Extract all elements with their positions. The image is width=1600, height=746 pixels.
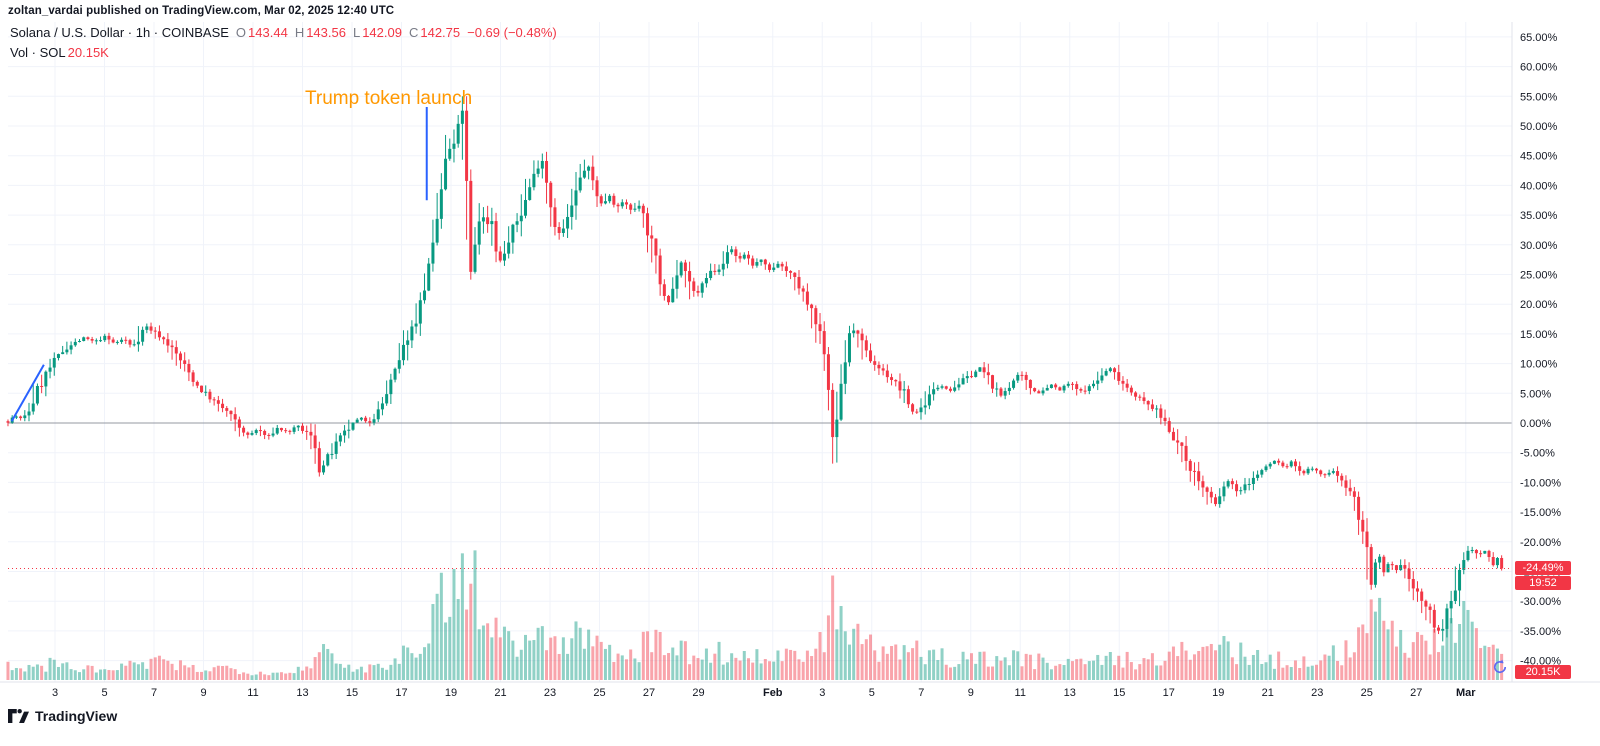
svg-text:21: 21 [494, 687, 506, 699]
svg-text:27: 27 [643, 687, 655, 699]
svg-text:29: 29 [692, 687, 704, 699]
tradingview-logo-icon[interactable] [8, 709, 29, 723]
svg-text:-30.00%: -30.00% [1520, 596, 1561, 608]
svg-text:60.00%: 60.00% [1520, 62, 1558, 74]
svg-text:30.00%: 30.00% [1520, 240, 1558, 252]
change-value: −0.69 (−0.48%) [467, 25, 557, 40]
svg-text:11: 11 [247, 687, 258, 699]
svg-text:11: 11 [1015, 687, 1026, 699]
ohlc-close-value: 142.75 [420, 25, 461, 40]
svg-text:Mar: Mar [1456, 687, 1476, 699]
svg-text:7: 7 [151, 687, 157, 699]
svg-text:19: 19 [445, 687, 457, 699]
svg-text:40.00%: 40.00% [1520, 180, 1558, 192]
ohlc-close-label: C [408, 25, 419, 40]
footer: TradingView [8, 708, 117, 724]
svg-text:17: 17 [1163, 687, 1175, 699]
ohlc-open-label: O [235, 25, 247, 40]
svg-text:35.00%: 35.00% [1520, 210, 1558, 222]
svg-text:19: 19 [1212, 687, 1224, 699]
svg-text:15: 15 [346, 687, 358, 699]
svg-text:-10.00%: -10.00% [1520, 477, 1561, 489]
svg-text:23: 23 [544, 687, 556, 699]
chart-legend: Solana / U.S. Dollar · 1h · COINBASE O 143… [10, 25, 557, 60]
symbol-row: Solana / U.S. Dollar · 1h · COINBASE O 143… [10, 25, 557, 40]
annotation-text[interactable]: Trump token launch [305, 88, 472, 109]
attribution-text: zoltan_vardai published on TradingView.c… [8, 5, 395, 17]
volume-study-value: 20.15K [67, 45, 109, 60]
volume-bars [6, 550, 1504, 680]
svg-text:-5.00%: -5.00% [1520, 448, 1555, 460]
svg-text:15: 15 [1113, 687, 1125, 699]
svg-text:50.00%: 50.00% [1520, 121, 1558, 133]
volume-study-label[interactable]: Vol · SOL [10, 45, 66, 60]
svg-text:-35.00%: -35.00% [1520, 626, 1561, 638]
svg-text:17: 17 [395, 687, 407, 699]
svg-text:20.00%: 20.00% [1520, 299, 1558, 311]
brand-name[interactable]: TradingView [35, 708, 118, 724]
svg-text:55.00%: 55.00% [1520, 91, 1558, 103]
candlestick-chart[interactable]: Trump token launch65.00%60.00%55.00%50.0… [0, 0, 1600, 704]
svg-text:13: 13 [1064, 687, 1076, 699]
svg-text:9: 9 [968, 687, 974, 699]
ohlc-open-value: 143.44 [248, 25, 288, 40]
svg-text:3: 3 [819, 687, 825, 699]
symbol-title[interactable]: Solana / U.S. Dollar · 1h · COINBASE [10, 25, 229, 40]
svg-text:5: 5 [101, 687, 107, 699]
svg-text:27: 27 [1410, 687, 1422, 699]
svg-text:-20.00%: -20.00% [1520, 537, 1561, 549]
svg-text:25.00%: 25.00% [1520, 270, 1558, 282]
svg-text:-15.00%: -15.00% [1520, 507, 1561, 519]
ohlc-high-label: H [294, 25, 305, 40]
bar-countdown-badge: 19:52 [1515, 576, 1571, 590]
svg-text:25: 25 [1361, 687, 1373, 699]
svg-text:3: 3 [52, 687, 58, 699]
candles [6, 96, 1504, 642]
svg-text:9: 9 [200, 687, 206, 699]
svg-text:7: 7 [918, 687, 924, 699]
loop-arrow-icon[interactable] [1491, 658, 1509, 676]
ohlc-low-label: L [352, 25, 361, 40]
price-scale-labels[interactable]: 65.00% 60.00% 55.00% 50.00% 45.00% 40.00% 35.0… [1520, 32, 1561, 668]
last-price-badge: -24.49% [1515, 561, 1571, 575]
svg-text:15.00%: 15.00% [1520, 329, 1558, 341]
svg-text:65.00%: 65.00% [1520, 32, 1558, 44]
volume-value-badge: 20.15K [1515, 665, 1571, 679]
svg-text:Feb: Feb [763, 687, 783, 699]
svg-text:13: 13 [296, 687, 308, 699]
svg-text:45.00%: 45.00% [1520, 151, 1558, 163]
svg-text:10.00%: 10.00% [1520, 359, 1558, 371]
ohlc-low-value: 142.09 [362, 25, 402, 40]
volume-row: Vol · SOL 20.15K [10, 45, 557, 60]
ohlc-high-value: 143.56 [306, 25, 346, 40]
trendline-annotation[interactable] [10, 364, 45, 422]
svg-text:23: 23 [1311, 687, 1323, 699]
svg-text:5.00%: 5.00% [1520, 388, 1551, 400]
time-scale-labels[interactable]: 3 5 7 9 11 13 15 17 19 21 23 25 27 29 Feb 3 5 7 9 11 13 15 17 1… [52, 687, 1476, 699]
svg-text:0.00%: 0.00% [1520, 418, 1551, 430]
gridlines [8, 22, 1512, 682]
svg-text:-40.00%: -40.00% [1520, 656, 1561, 668]
svg-text:5: 5 [869, 687, 875, 699]
svg-text:25: 25 [593, 687, 605, 699]
svg-text:21: 21 [1262, 687, 1274, 699]
